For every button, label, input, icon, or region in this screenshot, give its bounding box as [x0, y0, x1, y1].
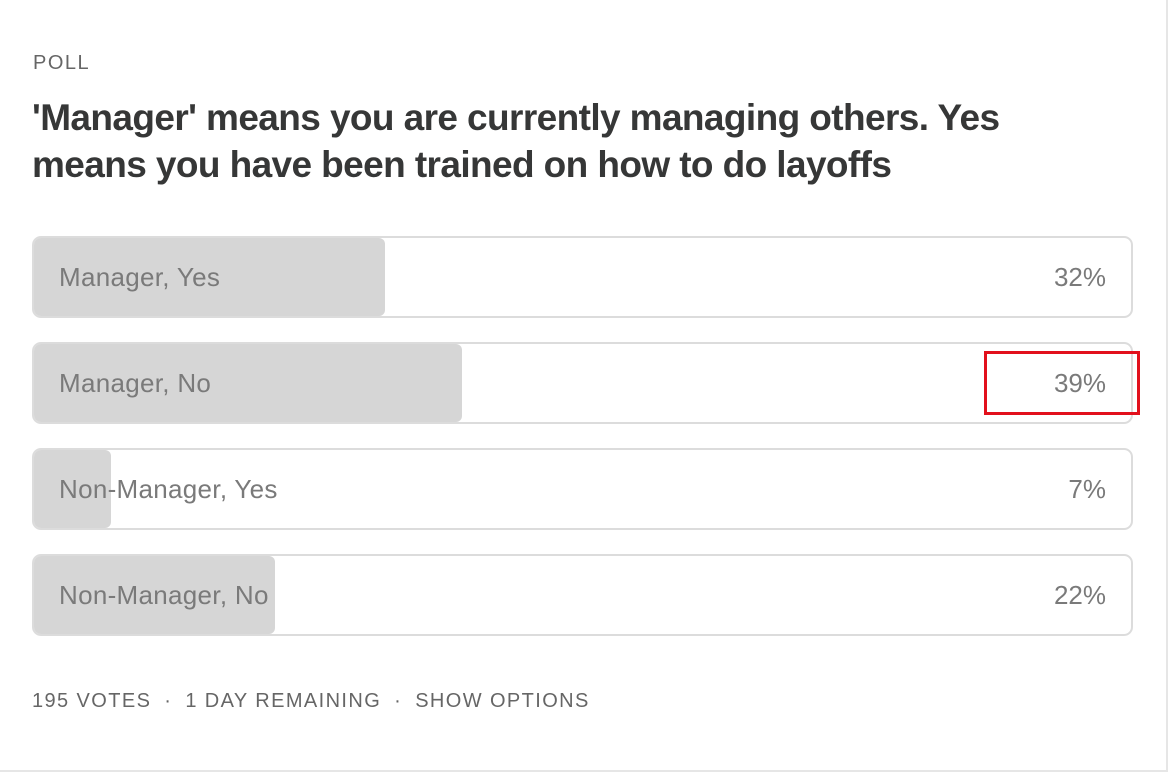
option-label: Manager, Yes — [59, 262, 221, 292]
separator: · — [394, 690, 403, 712]
result-bar — [34, 344, 462, 422]
option-label: Non-Manager, Yes — [59, 474, 278, 504]
show-options[interactable]: SHOW OPTIONS — [415, 690, 590, 712]
poll-option: Non-Manager, No 22% — [32, 554, 1133, 636]
option-label: Manager, No — [59, 368, 212, 398]
result-bar — [34, 450, 111, 528]
poll-option: Manager, Yes 32% — [32, 236, 1133, 318]
vote-count: 195 VOTES — [32, 690, 152, 712]
poll-kicker: POLL — [33, 52, 91, 74]
option-percent: 32% — [1053, 262, 1106, 292]
option-percent: 39% — [1053, 368, 1106, 398]
highlight-box — [984, 351, 1140, 415]
option-label: Non-Manager, No — [59, 580, 269, 610]
result-bar — [34, 556, 276, 634]
result-bar — [34, 238, 386, 316]
poll-footer: 195 VOTES · 1 DAY REMAINING · SHOW OPTIO… — [32, 690, 596, 713]
option-percent: 22% — [1053, 580, 1106, 610]
poll-option: Non-Manager, Yes 7% — [32, 448, 1133, 530]
separator: · — [164, 690, 173, 712]
poll-option: Manager, No 39% — [32, 342, 1133, 424]
option-percent: 7% — [1068, 474, 1106, 504]
poll-title: 'Manager' means you are currently managi… — [32, 97, 1000, 185]
time-remaining: 1 DAY REMAINING — [185, 690, 382, 712]
